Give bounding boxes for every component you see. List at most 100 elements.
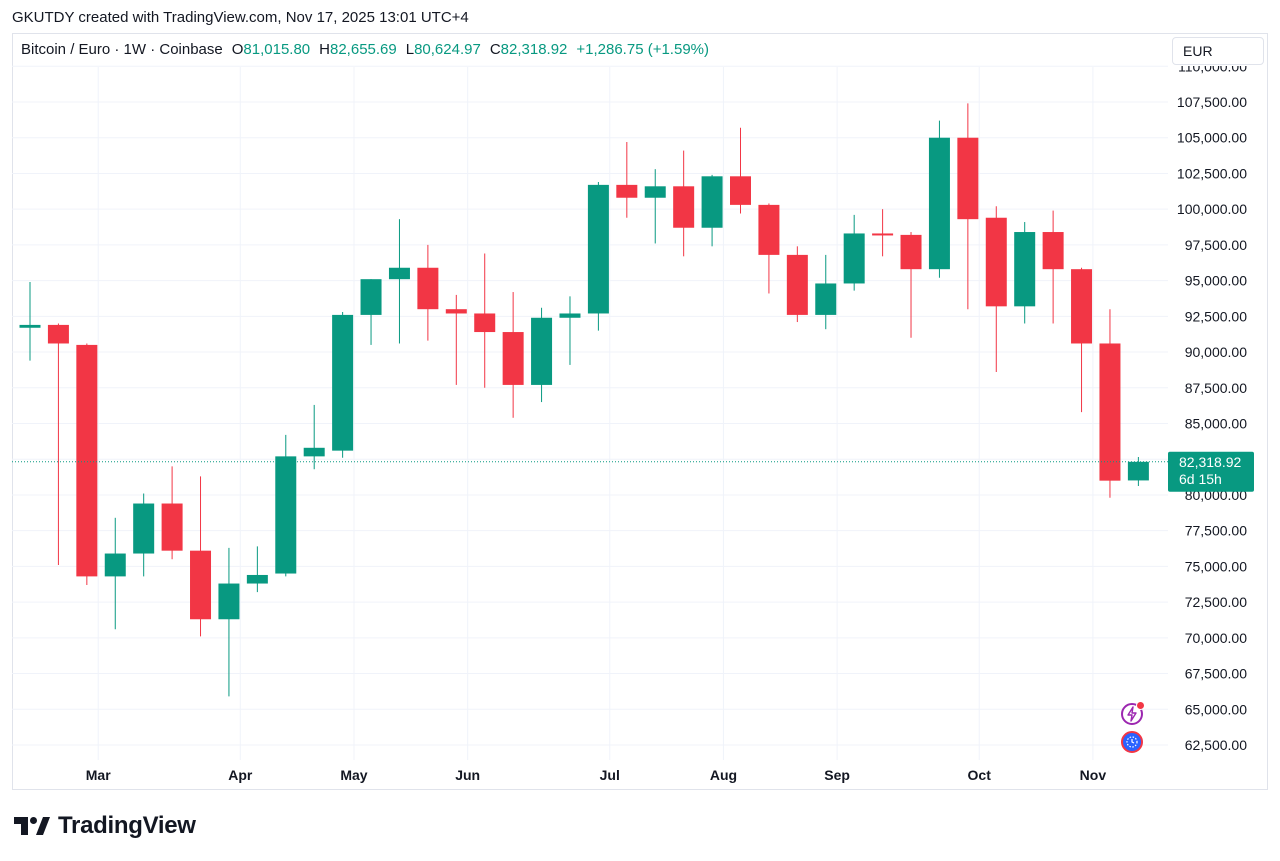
month-tick-label: Sep (824, 767, 850, 783)
candle (417, 244, 439, 341)
candle-body (872, 233, 894, 236)
open-value: 81,015.80 (243, 41, 311, 58)
candle (190, 476, 212, 637)
candle (218, 547, 240, 697)
candle (900, 232, 922, 338)
candle (1014, 222, 1036, 324)
price-tick-label: 62,500.00 (1185, 737, 1247, 753)
candle-body (218, 583, 240, 620)
candle-body (104, 553, 126, 577)
price-tick-label: 75,000.00 (1185, 558, 1247, 574)
candle-body (76, 344, 98, 577)
candle-body (843, 233, 865, 284)
low-value: 80,624.97 (414, 41, 481, 58)
brand-name: TradingView (58, 812, 196, 839)
price-tick-label: 70,000.00 (1185, 630, 1247, 646)
tradingview-mark-icon (14, 817, 50, 835)
price-tick-label: 100,000.00 (1177, 201, 1247, 217)
candle-body (786, 254, 808, 315)
price-tick-label: 107,500.00 (1177, 94, 1247, 110)
candle (872, 209, 894, 257)
price-tick-label: 92,500.00 (1185, 308, 1247, 324)
high-label: H (319, 41, 330, 58)
candle (360, 279, 382, 345)
candle (133, 493, 155, 577)
price-tick-label: 72,500.00 (1185, 594, 1247, 610)
candle-body (502, 332, 524, 385)
candle (559, 296, 581, 365)
candle-body (644, 186, 666, 198)
candle (587, 182, 609, 331)
month-tick-label: Mar (86, 767, 111, 783)
currency-selector[interactable]: EUR (1172, 37, 1264, 65)
change-value: +1,286.75 (+1.59%) (576, 41, 709, 58)
candle-body (1071, 269, 1093, 344)
candle-body (445, 309, 467, 314)
candles-layer (19, 103, 1149, 697)
candle-body (928, 137, 950, 270)
candle (730, 127, 751, 214)
candle-body (985, 217, 1007, 307)
candle (786, 246, 808, 323)
candle (1099, 309, 1121, 498)
candle-body (559, 313, 581, 318)
candle-body (758, 204, 780, 255)
candle (161, 466, 183, 560)
price-tick-label: 90,000.00 (1185, 344, 1247, 360)
candle (644, 169, 666, 244)
candle (673, 150, 695, 257)
lightning-icon[interactable] (1121, 701, 1145, 725)
last-price-badge (1168, 451, 1254, 492)
price-tick-label: 105,000.00 (1177, 130, 1247, 146)
candle-body (360, 279, 382, 315)
price-tick-label: 97,500.00 (1185, 237, 1247, 253)
countdown-label: 6d 15h (1179, 471, 1222, 487)
open-label: O (231, 41, 244, 58)
candle-body (957, 137, 979, 220)
candle-body (190, 550, 212, 620)
low-label: L (405, 41, 415, 58)
clock-icon[interactable] (1121, 731, 1143, 753)
candle-body (1014, 232, 1036, 307)
candle (1071, 267, 1093, 413)
month-tick-label: Jun (455, 767, 480, 783)
candle-body (531, 317, 553, 385)
candle (104, 517, 126, 630)
close-label: C (489, 41, 501, 58)
candle-body (616, 184, 638, 198)
last-price-label: 82,318.92 (1179, 454, 1241, 470)
price-axis: 62,500.00 65,000.00 67,500.00 70,000.00 72,5… (1170, 34, 1267, 753)
candle (815, 254, 837, 330)
tradingview-logo[interactable]: TradingView (14, 812, 196, 840)
candle (19, 282, 41, 361)
candle (445, 294, 467, 385)
candle-body (474, 313, 496, 333)
candle-body (417, 267, 439, 310)
price-tick-label: 85,000.00 (1185, 416, 1247, 432)
candle-body (673, 186, 695, 228)
high-value: 82,655.69 (330, 41, 397, 58)
candle-body (47, 324, 69, 344)
candle-body (19, 324, 41, 328)
candle (502, 292, 524, 418)
symbol-title[interactable]: Bitcoin / Euro · 1W · Coinbase (21, 41, 223, 58)
month-tick-label: Aug (710, 767, 737, 783)
chart-frame (12, 33, 1268, 790)
candle (76, 343, 98, 585)
candle (701, 174, 723, 247)
candle (616, 142, 638, 218)
candle (531, 307, 553, 403)
candle (47, 323, 69, 565)
notification-dot-icon (1136, 701, 1145, 710)
month-tick-label: Apr (228, 767, 253, 783)
candle (332, 312, 354, 458)
close-value: 82,318.92 (500, 41, 568, 58)
candle (1127, 456, 1149, 487)
candle-body (161, 503, 183, 551)
candle (246, 546, 268, 593)
candle-body (388, 267, 410, 280)
candle-body (275, 456, 297, 574)
candle (758, 203, 780, 294)
